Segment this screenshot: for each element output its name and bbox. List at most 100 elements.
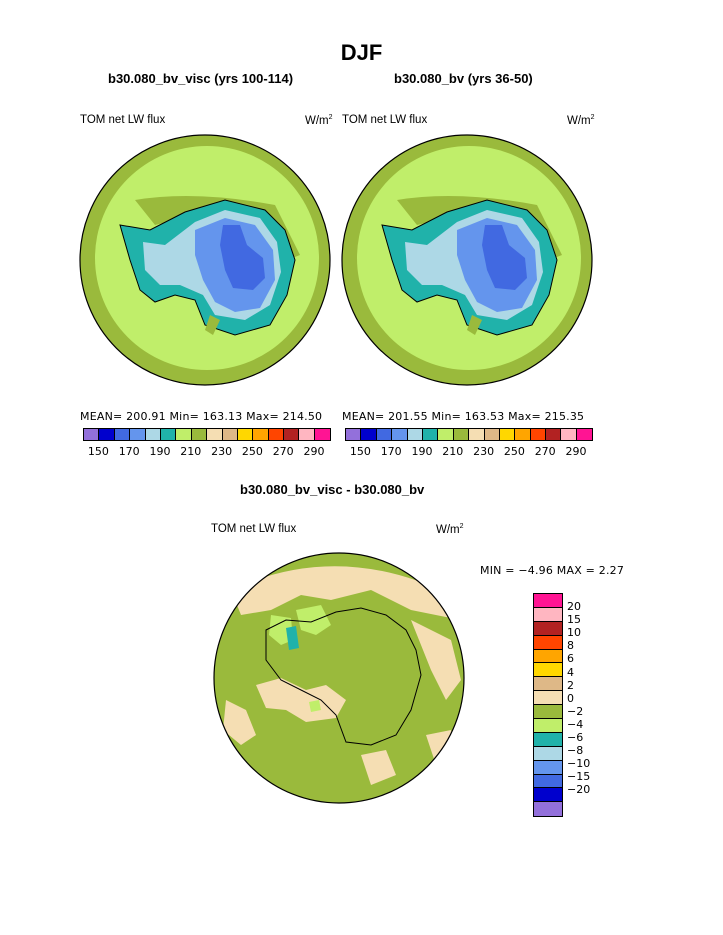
colorbar-swatch — [299, 429, 315, 440]
colorbar-swatch — [253, 429, 269, 440]
left-case-title: b30.080_bv_visc (yrs 100-114) — [108, 71, 294, 86]
colorbar-tick-label: 250 — [503, 445, 525, 458]
colorbar-label: −15 — [567, 770, 591, 784]
colorbar-swatch — [284, 429, 300, 440]
colorbar-swatch — [114, 429, 131, 440]
colorbar-swatch — [534, 621, 562, 636]
diff-colorbar — [533, 593, 563, 818]
colorbar-swatch — [534, 705, 562, 720]
colorbar-tick-label: 150 — [87, 445, 109, 458]
left-field-label: TOM net LW flux — [80, 114, 166, 126]
colorbar-label: 8 — [567, 639, 574, 653]
colorbar-swatch — [534, 691, 562, 706]
colorbar-swatch — [191, 429, 208, 440]
colorbar-swatch — [534, 802, 562, 817]
colorbar-swatch — [484, 429, 500, 440]
colorbar-swatch — [561, 429, 577, 440]
colorbar-label: 4 — [567, 665, 574, 679]
colorbar-swatch — [407, 429, 423, 440]
colorbar-swatch — [534, 732, 562, 747]
colorbar-swatch — [237, 429, 254, 440]
colorbar-label: −6 — [567, 731, 584, 744]
colorbar-label: −8 — [567, 744, 584, 758]
colorbar-tick-label: 170 — [118, 445, 140, 458]
colorbar-tick-label: 270 — [272, 445, 294, 458]
colorbar-swatch — [534, 663, 562, 678]
colorbar-tick-label: 230 — [473, 445, 495, 458]
colorbar-swatch — [453, 429, 470, 440]
diff-units: W/m2 — [436, 523, 464, 536]
colorbar-tick-label: 190 — [149, 445, 171, 458]
colorbar-tick-label: 290 — [303, 445, 325, 458]
colorbar-label: 2 — [567, 678, 574, 692]
colorbar-swatch — [469, 429, 485, 440]
right-colorbar-ticks: 150 170 190 210 230 250 270 290 — [345, 445, 593, 459]
left-map — [79, 134, 331, 386]
colorbar-swatch — [376, 429, 393, 440]
page-title: DJF — [340, 40, 383, 65]
colorbar-swatch — [130, 429, 146, 440]
colorbar-label: 15 — [567, 613, 581, 627]
right-map — [341, 134, 593, 386]
colorbar-label: −2 — [567, 704, 584, 718]
diff-stats: MIN = −4.96 MAX = 2.27 — [480, 564, 625, 577]
left-colorbar — [83, 428, 332, 441]
colorbar-swatch — [534, 788, 562, 803]
colorbar-swatch — [422, 429, 439, 440]
colorbar-swatch — [84, 429, 100, 440]
diff-case-title: b30.080_bv_visc - b30.080_bv — [240, 482, 425, 497]
colorbar-label: 10 — [567, 626, 581, 640]
colorbar-swatch — [546, 429, 562, 440]
left-units: W/m2 — [305, 114, 333, 127]
colorbar-swatch — [160, 429, 177, 440]
colorbar-swatch — [534, 774, 562, 789]
colorbar-tick-label: 290 — [565, 445, 587, 458]
right-field-label: TOM net LW flux — [342, 114, 428, 126]
colorbar-swatch — [534, 719, 562, 733]
right-case-title: b30.080_bv (yrs 36-50) — [394, 71, 533, 86]
diff-field-label: TOM net LW flux — [211, 523, 297, 535]
colorbar-swatch — [534, 746, 562, 761]
colorbar-swatch — [534, 607, 562, 622]
colorbar-tick-label: 190 — [411, 445, 433, 458]
colorbar-swatch — [534, 594, 562, 608]
colorbar-swatch — [361, 429, 377, 440]
colorbar-swatch — [176, 429, 192, 440]
colorbar-swatch — [392, 429, 408, 440]
colorbar-swatch — [576, 429, 593, 440]
colorbar-swatch — [314, 429, 331, 440]
colorbar-tick-label: 230 — [211, 445, 233, 458]
colorbar-swatch — [534, 760, 562, 775]
colorbar-label: −4 — [567, 717, 584, 731]
colorbar-swatch — [346, 429, 362, 440]
diff-map — [213, 552, 465, 804]
colorbar-label: 20 — [567, 600, 581, 613]
right-stats: MEAN= 201.55 Min= 163.53 Max= 215.35 — [342, 410, 585, 423]
right-units: W/m2 — [567, 114, 595, 127]
colorbar-tick-label: 270 — [534, 445, 556, 458]
colorbar-label: −10 — [567, 757, 591, 771]
colorbar-tick-label: 250 — [241, 445, 263, 458]
colorbar-swatch — [534, 635, 562, 650]
right-colorbar — [345, 428, 594, 441]
colorbar-tick-label: 170 — [380, 445, 402, 458]
colorbar-swatch — [530, 429, 547, 440]
colorbar-swatch — [268, 429, 285, 440]
colorbar-label: 6 — [567, 652, 574, 666]
diff-colorbar-labels: 20 15 10 8 6 4 2 0 −2 −4 −6 −8 −10 −15 −20 — [567, 600, 607, 800]
colorbar-swatch — [534, 649, 562, 664]
colorbar-swatch — [222, 429, 238, 440]
colorbar-swatch — [145, 429, 161, 440]
colorbar-swatch — [534, 677, 562, 692]
colorbar-tick-label: 150 — [349, 445, 371, 458]
colorbar-swatch — [499, 429, 516, 440]
colorbar-swatch — [438, 429, 454, 440]
left-stats: MEAN= 200.91 Min= 163.13 Max= 214.50 — [80, 410, 323, 423]
colorbar-tick-label: 210 — [442, 445, 464, 458]
colorbar-swatch — [99, 429, 115, 440]
colorbar-swatch — [207, 429, 223, 440]
left-colorbar-ticks: 150 170 190 210 230 250 270 290 — [83, 445, 331, 459]
colorbar-tick-label: 210 — [180, 445, 202, 458]
colorbar-label: 0 — [567, 691, 574, 705]
colorbar-swatch — [515, 429, 531, 440]
